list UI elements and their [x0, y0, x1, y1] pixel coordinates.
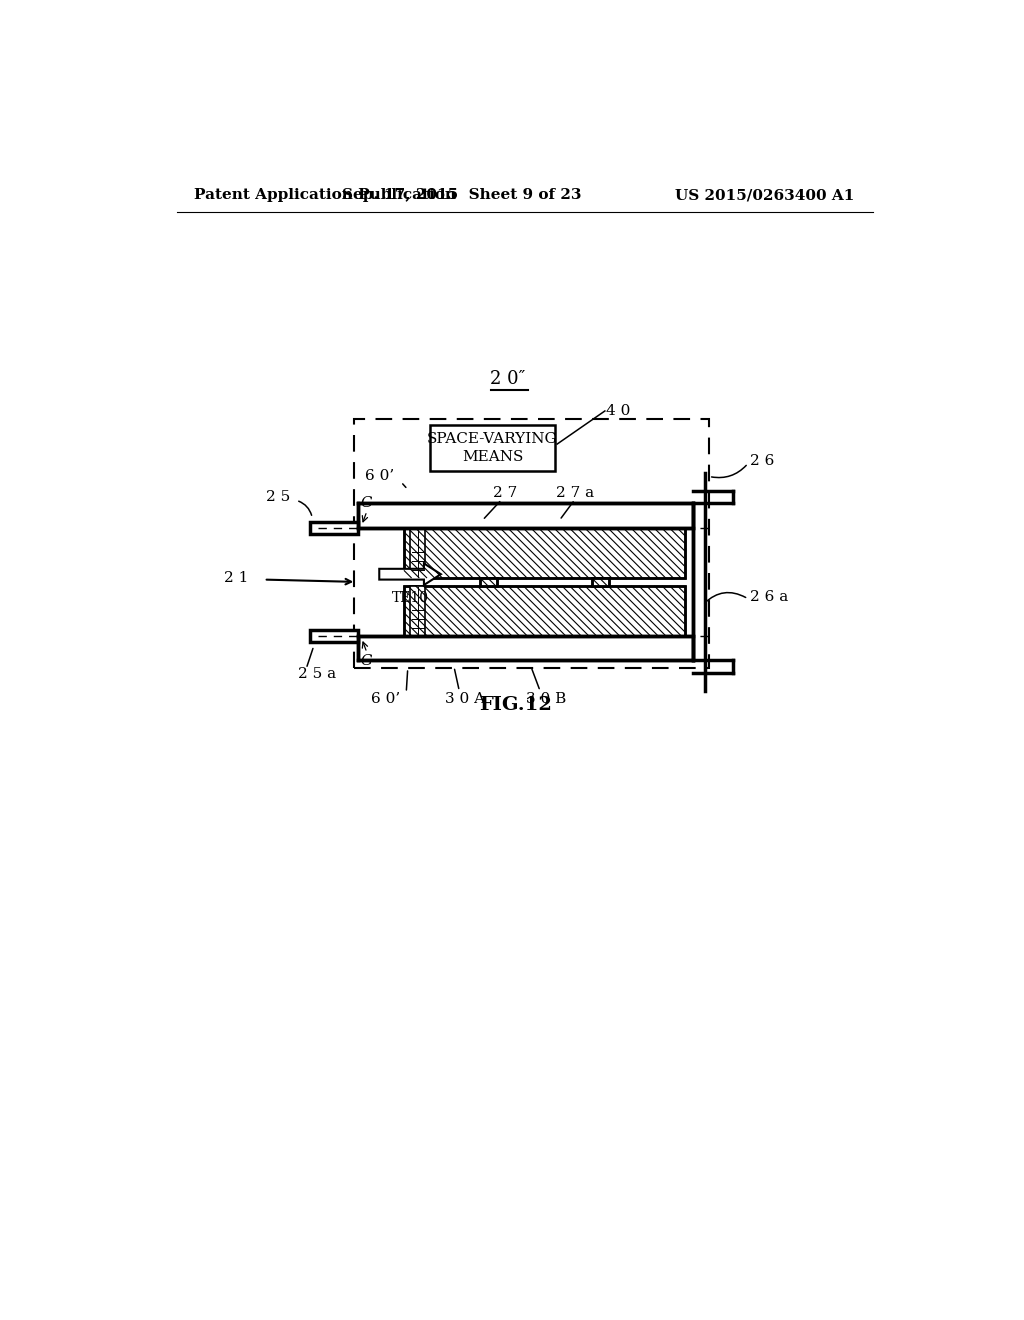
Text: Patent Application Publication: Patent Application Publication: [194, 189, 456, 202]
Bar: [592, 578, 608, 586]
Text: 2 6: 2 6: [750, 454, 774, 469]
Bar: [357, 636, 692, 660]
Text: 2 1: 2 1: [224, 572, 249, 585]
Bar: [410, 586, 425, 636]
Text: 2 7: 2 7: [494, 486, 518, 500]
Text: G: G: [361, 495, 373, 510]
Bar: [403, 586, 685, 636]
Text: 3 0 B: 3 0 B: [526, 692, 566, 706]
Text: FIG.12: FIG.12: [479, 696, 552, 714]
Bar: [403, 528, 685, 578]
Text: 2 0″: 2 0″: [490, 370, 525, 388]
Bar: [410, 528, 425, 578]
Text: TE10: TE10: [391, 591, 429, 605]
Text: Sep. 17, 2015  Sheet 9 of 23: Sep. 17, 2015 Sheet 9 of 23: [342, 189, 582, 202]
Text: 2 5 a: 2 5 a: [298, 668, 337, 681]
Text: 2 7 a: 2 7 a: [556, 486, 594, 500]
Bar: [403, 586, 685, 636]
Text: US 2015/0263400 A1: US 2015/0263400 A1: [675, 189, 854, 202]
Text: G: G: [361, 655, 373, 668]
Bar: [310, 521, 357, 535]
Polygon shape: [379, 564, 441, 585]
Text: 3 0 A: 3 0 A: [445, 692, 485, 706]
Bar: [403, 528, 685, 578]
Text: 4 0: 4 0: [606, 404, 631, 418]
Bar: [480, 578, 497, 586]
Bar: [357, 636, 692, 660]
Bar: [480, 578, 497, 586]
Text: SPACE-VARYING
MEANS: SPACE-VARYING MEANS: [427, 432, 558, 465]
Bar: [592, 578, 608, 586]
Text: 6 0’: 6 0’: [366, 469, 394, 483]
Bar: [354, 418, 709, 668]
Text: 6 0’: 6 0’: [371, 692, 400, 706]
Text: 2 6 a: 2 6 a: [750, 590, 787, 605]
Bar: [357, 503, 692, 528]
Bar: [430, 425, 555, 471]
Text: 2 5: 2 5: [266, 490, 291, 504]
Bar: [357, 503, 692, 528]
Bar: [310, 630, 357, 642]
